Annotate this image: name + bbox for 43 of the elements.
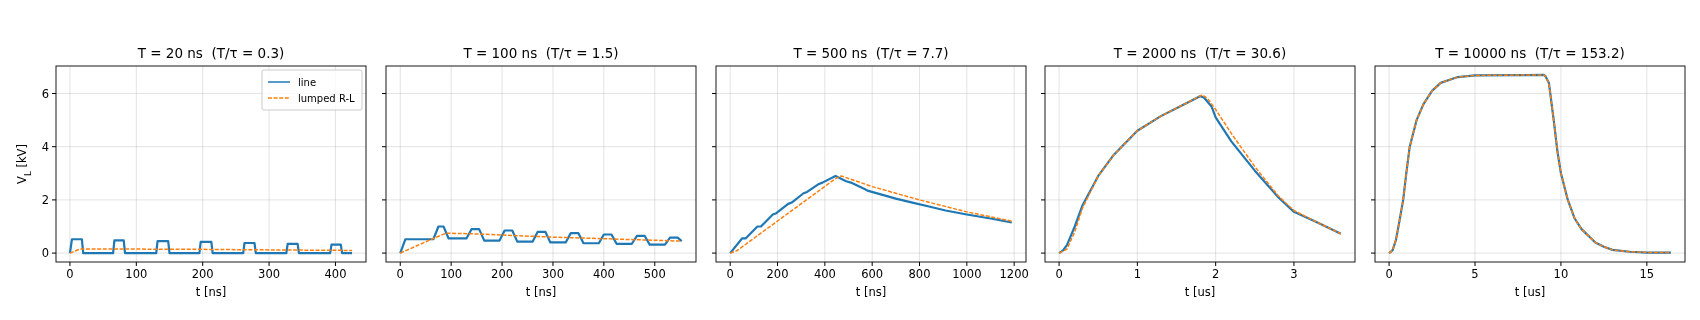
y-tick-label: 6 xyxy=(41,86,49,101)
chart-title: T = 10000 ns (T/τ = 153.2) xyxy=(1434,45,1625,61)
y-tick-label: 4 xyxy=(41,139,49,154)
x-tick-label: 300 xyxy=(258,267,281,281)
x-axis-title: t [ns] xyxy=(855,285,887,299)
chart-title: T = 20 ns (T/τ = 0.3) xyxy=(136,45,285,61)
x-tick-label: 500 xyxy=(643,267,666,281)
legend-label: line xyxy=(298,76,317,88)
x-tick-label: 0 xyxy=(66,267,74,281)
x-tick-label: 400 xyxy=(592,267,615,281)
x-tick-label: 300 xyxy=(541,267,564,281)
x-tick-label: 2 xyxy=(1211,267,1220,281)
x-tick-label: 5 xyxy=(1471,267,1479,281)
x-tick-label: 1 xyxy=(1133,267,1142,281)
y-tick-label: 2 xyxy=(41,192,49,207)
x-tick-label: 10 xyxy=(1553,267,1569,281)
x-axis-title: t [us] xyxy=(1514,285,1546,299)
x-tick-label: 15 xyxy=(1639,267,1655,281)
x-tick-label: 100 xyxy=(440,267,463,281)
line-series xyxy=(68,238,354,255)
x-tick-label: 100 xyxy=(125,267,148,281)
x-tick-label: 400 xyxy=(813,267,836,281)
x-axis-title: t [ns] xyxy=(195,285,227,299)
x-tick-label: 800 xyxy=(908,267,931,281)
x-axis-title: t [us] xyxy=(1184,285,1216,299)
x-tick-label: 0 xyxy=(396,267,404,281)
legend-label: lumped R-L xyxy=(298,92,356,104)
x-tick-label: 600 xyxy=(861,267,884,281)
x-tick-label: 200 xyxy=(491,267,514,281)
x-tick-label: 1200 xyxy=(999,267,1029,281)
x-tick-label: 0 xyxy=(726,267,734,281)
x-tick-label: 3 xyxy=(1290,267,1298,281)
x-tick-label: 0 xyxy=(1055,267,1063,281)
x-tick-label: 400 xyxy=(324,267,347,281)
chart-title: T = 500 ns (T/τ = 7.7) xyxy=(792,45,949,61)
y-tick-label: 0 xyxy=(41,246,49,261)
x-tick-label: 0 xyxy=(1385,267,1393,281)
x-tick-label: 1000 xyxy=(952,267,982,281)
chart-title: T = 2000 ns (T/τ = 30.6) xyxy=(1112,45,1287,61)
x-tick-label: 200 xyxy=(191,267,214,281)
chart-title: T = 100 ns (T/τ = 1.5) xyxy=(462,45,619,61)
x-axis-title: t [ns] xyxy=(525,285,557,299)
x-tick-label: 200 xyxy=(766,267,789,281)
